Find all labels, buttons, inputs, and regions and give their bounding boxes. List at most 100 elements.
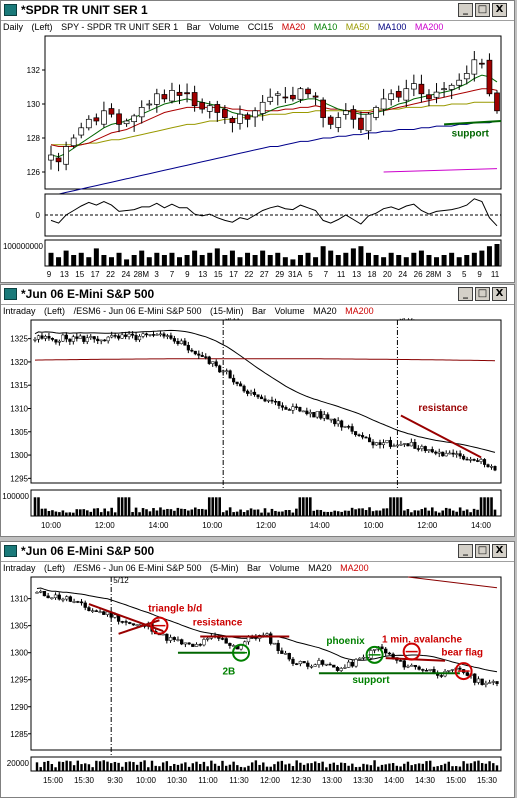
maximize-button[interactable]: □ [475, 287, 490, 301]
volume-bar [480, 763, 484, 771]
candle [291, 406, 295, 411]
volume-bar [322, 511, 326, 516]
volume-bar [291, 766, 295, 771]
volume-bar [417, 510, 420, 516]
x-tick-label: 5 [308, 270, 313, 279]
candle [458, 667, 462, 670]
volume-bar [368, 507, 371, 516]
volume-bar [210, 760, 213, 771]
candle [144, 333, 149, 336]
x-tick-label: 14:00 [471, 521, 492, 530]
window-titlebar[interactable]: *Jun 06 E-Mini S&P 500 _ □ X [1, 542, 514, 562]
volume-bar [465, 509, 469, 516]
candle [448, 452, 452, 455]
volume-bar [260, 512, 263, 516]
candle [259, 101, 266, 114]
candle [456, 79, 463, 86]
candle [372, 649, 377, 651]
volume-bar [358, 766, 361, 771]
x-tick-label: 14:30 [415, 776, 436, 785]
info-symbol: /ESM6 - Jun 06 E-Mini S&P 500 [73, 563, 202, 573]
volume-bar [51, 510, 54, 516]
maximize-button[interactable]: □ [475, 3, 490, 17]
volume-bar [447, 761, 450, 771]
5min-chart[interactable]: 1285 1290 1295 1300 1305 1310 5/12 triangle b/d… [1, 575, 514, 797]
candle [298, 661, 303, 665]
avalanche-annotation: 1 min. avalanche [382, 634, 462, 645]
candle [131, 333, 135, 336]
close-button[interactable]: X [492, 287, 507, 301]
volume-bar [192, 250, 198, 266]
candle [200, 355, 204, 357]
candle [110, 335, 114, 338]
volume-bar [275, 252, 281, 266]
15min-chart[interactable]: 1295 1300 1305 1310 1315 1320 1325 5/11 5/12 resi… [1, 318, 514, 536]
volume-bar [40, 508, 44, 516]
x-tick-label: 10:00 [202, 521, 223, 530]
candle [61, 334, 65, 342]
candle [71, 336, 75, 342]
minimize-button[interactable]: _ [458, 287, 473, 301]
volume-bar [245, 252, 251, 266]
volume-bar [102, 760, 105, 771]
candle [120, 621, 124, 623]
volume-bar [479, 250, 485, 266]
candle [141, 333, 145, 337]
candle [187, 642, 191, 645]
candle [85, 118, 92, 129]
y-tick-label: 1310 [10, 404, 28, 413]
volume-bar [113, 512, 117, 516]
volume-bar [161, 762, 165, 771]
volume-bar [191, 763, 195, 771]
volume-bar [132, 762, 135, 771]
candle [259, 396, 264, 400]
volume-bar [276, 761, 280, 771]
close-button[interactable]: X [492, 544, 507, 558]
candle [229, 117, 236, 124]
volume-bar [462, 761, 465, 771]
candle [151, 334, 156, 336]
volume-bar [364, 510, 368, 516]
volume-bar [384, 764, 387, 771]
volume-bar [61, 510, 65, 516]
minimize-button[interactable]: _ [458, 544, 473, 558]
close-button[interactable]: X [492, 3, 507, 17]
volume-bar [306, 763, 310, 771]
candle [381, 442, 386, 446]
candle [315, 411, 319, 418]
volume-bar [37, 497, 40, 516]
candle [295, 663, 299, 665]
candle [284, 407, 288, 410]
candle [388, 93, 395, 101]
candle [57, 594, 61, 600]
candle [172, 338, 176, 342]
y-tick-label: 1300 [10, 649, 28, 658]
volume-bar [124, 259, 130, 266]
volume-bar [464, 255, 470, 266]
candle [364, 436, 368, 439]
candle [354, 431, 358, 436]
volume-bar [443, 763, 447, 771]
volume-bar [339, 762, 343, 771]
volume-bar [155, 510, 159, 516]
minimize-button[interactable]: _ [458, 3, 473, 17]
candle [78, 127, 85, 136]
window-titlebar[interactable]: *Jun 06 E-Mini S&P 500 _ □ X [1, 285, 514, 305]
volume-bar [492, 763, 495, 771]
volume-bar [426, 255, 432, 266]
chart-window-icon [4, 545, 17, 557]
candle [385, 440, 389, 443]
volume-bar [373, 760, 376, 771]
volume-bar [202, 761, 206, 771]
volume-bar [44, 508, 47, 516]
maximize-button[interactable]: □ [475, 544, 490, 558]
x-tick-label: 10:00 [136, 776, 157, 785]
x-tick-label: 28M [133, 270, 149, 279]
window-titlebar[interactable]: *SPDR TR UNIT SER 1 _ □ X [1, 1, 514, 21]
volume-bar [80, 764, 83, 771]
volume-bar [159, 507, 162, 516]
candle [237, 113, 243, 124]
daily-chart[interactable]: 126 128 130 132 support 0 100000000 9 13 15 17 22 24… [1, 34, 514, 282]
candle [378, 442, 382, 446]
x-tick-label: 15:30 [74, 776, 95, 785]
